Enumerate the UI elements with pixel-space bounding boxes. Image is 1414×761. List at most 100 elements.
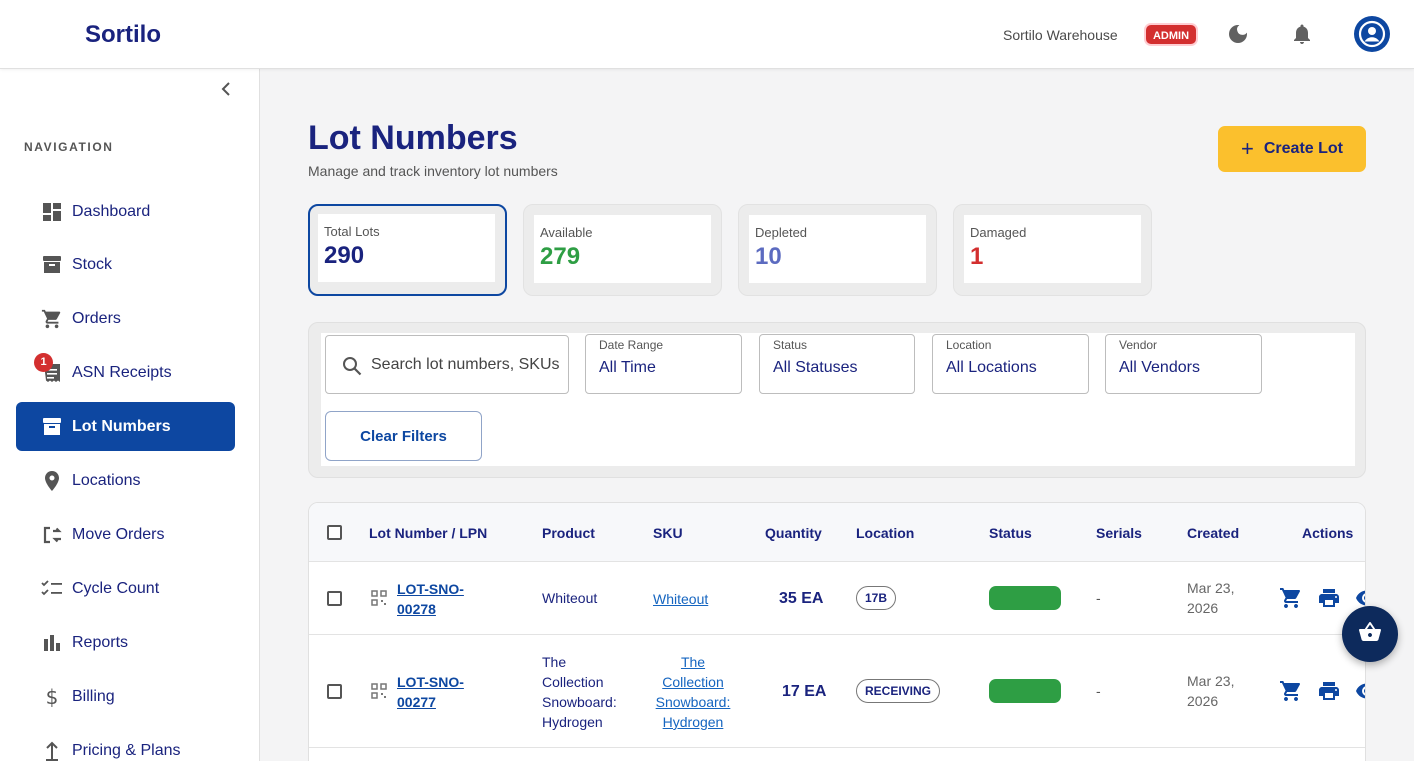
sidebar-item-locations[interactable]: Locations — [16, 456, 235, 505]
stat-card-damaged[interactable]: Damaged 1 — [953, 204, 1152, 296]
top-app-bar: Sortilo Sortilo Warehouse ADMIN — [0, 0, 1414, 69]
select-value: All Statuses — [773, 359, 858, 376]
dark-mode-icon[interactable] — [1226, 22, 1250, 46]
plus-icon: + — [1241, 136, 1254, 161]
stat-value: 1 — [970, 243, 984, 270]
created-date-part: 2026 — [1187, 600, 1219, 616]
serials-value: - — [1096, 590, 1101, 606]
sku-link[interactable]: The Collection Snowboard: Hydrogen — [653, 652, 733, 732]
sku-link[interactable]: Whiteout — [653, 591, 709, 607]
basket-fab-button[interactable] — [1342, 606, 1398, 662]
sidebar-item-dashboard[interactable]: Dashboard — [16, 187, 235, 236]
collapse-sidebar-icon[interactable] — [216, 79, 236, 99]
search-field[interactable] — [325, 335, 569, 394]
select-value: All Locations — [946, 359, 1037, 376]
stat-label: Total Lots — [324, 224, 380, 239]
sidebar-item-label: Lot Numbers — [72, 417, 171, 435]
column-header-serials[interactable]: Serials — [1096, 525, 1142, 541]
sidebar-item-billing[interactable]: $ Billing — [16, 672, 235, 721]
serials-value: - — [1096, 683, 1101, 699]
view-icon[interactable] — [1355, 679, 1365, 703]
move-icon — [40, 523, 64, 547]
status-select[interactable]: Status All Statuses — [759, 334, 915, 394]
stat-card-depleted[interactable]: Depleted 10 — [738, 204, 937, 296]
column-header-location[interactable]: Location — [856, 525, 915, 541]
column-header-sku[interactable]: SKU — [653, 525, 683, 541]
column-header-product[interactable]: Product — [542, 525, 595, 541]
warehouse-name: Sortilo Warehouse — [1003, 27, 1118, 43]
column-header-lot-number[interactable]: Lot Number / LPN — [369, 525, 488, 541]
status-pill — [989, 586, 1061, 610]
column-header-status[interactable]: Status — [989, 525, 1032, 541]
clear-filters-button[interactable]: Clear Filters — [325, 411, 482, 461]
notification-badge: 1 — [34, 352, 53, 372]
sidebar-item-lot-numbers[interactable]: Lot Numbers — [16, 402, 235, 451]
account-icon[interactable] — [1354, 16, 1390, 52]
row-checkbox[interactable] — [327, 684, 342, 699]
create-lot-button[interactable]: + Create Lot — [1218, 126, 1366, 172]
qr-code-icon — [371, 590, 387, 611]
basket-icon — [1357, 620, 1383, 649]
role-badge: ADMIN — [1144, 23, 1198, 46]
sidebar: NAVIGATION Dashboard Stock Orders 1 ASN … — [0, 69, 260, 761]
column-header-quantity[interactable]: Quantity — [765, 525, 822, 541]
table-row[interactable]: LOT-SNO- 00277 The Collection Snowboard: Hyd… — [309, 635, 1365, 748]
lot-number-link[interactable]: LOT-SNO- 00277 — [397, 672, 487, 712]
qr-code-icon — [371, 683, 387, 704]
sidebar-item-label: ASN Receipts — [72, 363, 172, 381]
print-icon[interactable] — [1317, 679, 1341, 703]
product-name-part: Hydrogen — [542, 714, 603, 730]
archive-icon — [40, 415, 64, 439]
nav-heading: NAVIGATION — [24, 140, 114, 154]
stat-label: Damaged — [970, 225, 1027, 240]
vendor-select[interactable]: Vendor All Vendors — [1105, 334, 1262, 394]
date-range-select[interactable]: Date Range All Time — [585, 334, 742, 394]
checklist-icon — [40, 577, 64, 601]
sidebar-item-label: Locations — [72, 471, 141, 489]
search-input[interactable] — [371, 353, 561, 377]
sidebar-item-move-orders[interactable]: Move Orders — [16, 510, 235, 559]
created-date-part: Mar 23, — [1187, 580, 1235, 596]
create-lot-label: Create Lot — [1263, 140, 1343, 157]
cart-icon[interactable] — [1279, 679, 1303, 703]
receipt-icon: 1 — [34, 352, 64, 385]
table-row[interactable]: LOT-SNO- 00278 Whiteout Whiteout 35 EA 17… — [309, 562, 1365, 635]
sidebar-item-label: Reports — [72, 633, 129, 651]
location-select[interactable]: Location All Locations — [932, 334, 1089, 394]
location-chip[interactable]: 17B — [856, 586, 897, 610]
select-all-checkbox[interactable] — [327, 525, 342, 540]
sidebar-item-cycle-count[interactable]: Cycle Count — [16, 564, 235, 613]
sidebar-item-pricing-plans[interactable]: Pricing & Plans — [16, 726, 235, 761]
row-checkbox[interactable] — [327, 591, 342, 606]
column-header-created[interactable]: Created — [1187, 525, 1240, 541]
table-header: Lot Number / LPN Product SKU Quantity Lo… — [309, 503, 1365, 562]
sidebar-item-reports[interactable]: Reports — [16, 618, 235, 667]
stat-card-available[interactable]: Available 279 — [523, 204, 722, 296]
lot-number-part: LOT-SNO- — [397, 674, 464, 690]
sidebar-item-orders[interactable]: Orders — [16, 294, 235, 343]
cart-icon[interactable] — [1279, 586, 1303, 610]
stat-card-total-lots[interactable]: Total Lots 290 — [308, 204, 507, 296]
page-title: Lot Numbers — [308, 119, 518, 157]
sidebar-item-stock[interactable]: Stock — [16, 240, 235, 289]
lot-number-link[interactable]: LOT-SNO- 00278 — [397, 579, 487, 619]
print-icon[interactable] — [1317, 586, 1341, 610]
upload-icon — [40, 739, 64, 761]
sku-part: The — [680, 654, 706, 670]
sidebar-item-asn-receipts[interactable]: 1 ASN Receipts — [16, 348, 235, 397]
sidebar-item-label: Orders — [72, 309, 121, 327]
sidebar-item-label: Pricing & Plans — [72, 741, 181, 759]
view-icon[interactable] — [1355, 586, 1365, 610]
stat-label: Depleted — [755, 225, 808, 240]
notifications-icon[interactable] — [1290, 22, 1314, 46]
sidebar-item-label: Move Orders — [72, 525, 165, 543]
location-chip[interactable]: RECEIVING — [856, 679, 941, 703]
archive-icon — [40, 253, 64, 277]
product-name: The Collection Snowboard: Hydrogen — [542, 652, 617, 732]
quantity-value: 17 EA — [782, 683, 827, 700]
brand-logo[interactable]: Sortilo — [85, 21, 161, 48]
column-header-actions: Actions — [1302, 525, 1354, 541]
select-label: Status — [773, 338, 808, 352]
quantity-value: 35 EA — [779, 590, 824, 607]
stat-value: 10 — [755, 243, 782, 270]
